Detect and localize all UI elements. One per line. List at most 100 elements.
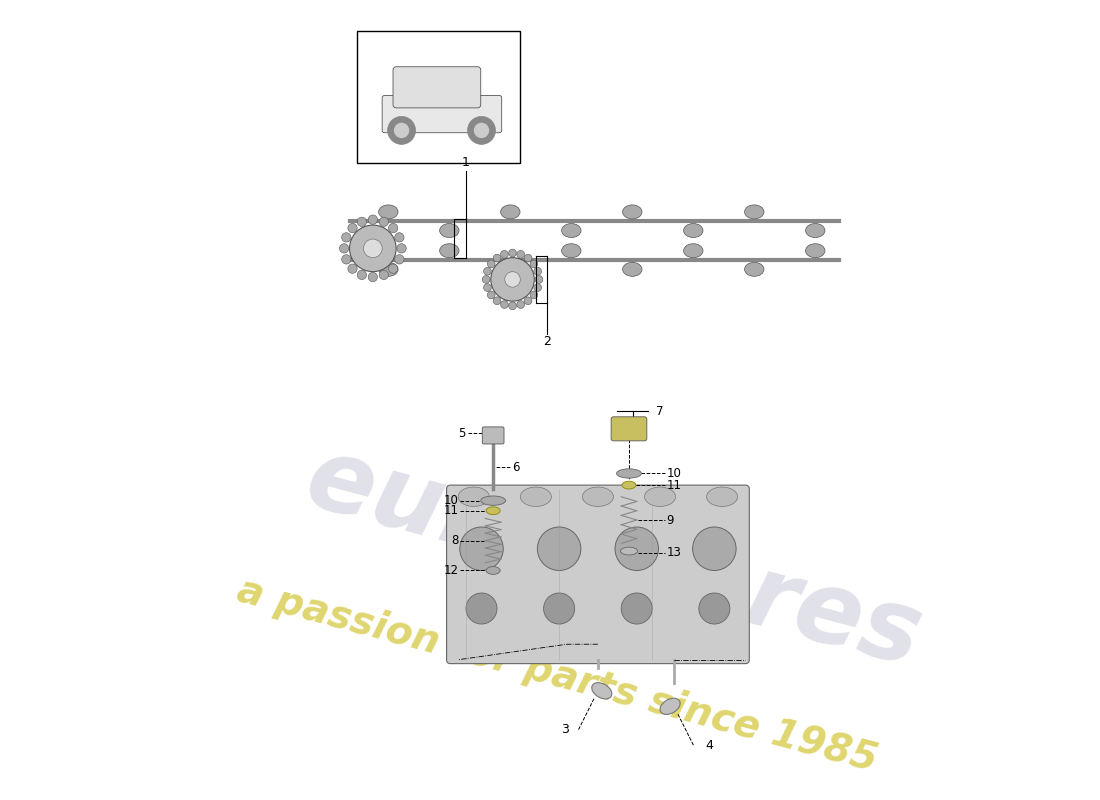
Circle shape bbox=[493, 297, 500, 305]
Circle shape bbox=[388, 223, 398, 233]
Ellipse shape bbox=[520, 487, 551, 506]
Circle shape bbox=[387, 117, 416, 144]
Ellipse shape bbox=[623, 205, 642, 219]
Circle shape bbox=[525, 254, 532, 262]
Circle shape bbox=[487, 291, 495, 299]
Circle shape bbox=[358, 270, 366, 279]
Circle shape bbox=[348, 264, 358, 274]
Circle shape bbox=[538, 527, 581, 570]
Text: 1: 1 bbox=[462, 157, 470, 170]
Text: eurospares: eurospares bbox=[295, 430, 932, 687]
FancyBboxPatch shape bbox=[382, 95, 502, 133]
Ellipse shape bbox=[623, 262, 642, 276]
Ellipse shape bbox=[500, 262, 520, 276]
Ellipse shape bbox=[617, 469, 641, 478]
Circle shape bbox=[530, 260, 538, 268]
Circle shape bbox=[395, 254, 404, 264]
Bar bbox=[358, 31, 520, 163]
Ellipse shape bbox=[805, 244, 825, 258]
Ellipse shape bbox=[805, 223, 825, 238]
Ellipse shape bbox=[620, 547, 638, 555]
Ellipse shape bbox=[592, 682, 612, 699]
Ellipse shape bbox=[621, 482, 636, 489]
Circle shape bbox=[535, 275, 542, 283]
FancyBboxPatch shape bbox=[482, 427, 504, 444]
Circle shape bbox=[543, 593, 574, 624]
Ellipse shape bbox=[378, 205, 398, 219]
Circle shape bbox=[517, 301, 525, 309]
Ellipse shape bbox=[486, 566, 500, 574]
Text: 9: 9 bbox=[667, 514, 673, 526]
Text: 11: 11 bbox=[667, 478, 681, 492]
Circle shape bbox=[525, 297, 532, 305]
Circle shape bbox=[363, 239, 382, 258]
Text: 6: 6 bbox=[513, 461, 520, 474]
Text: 8: 8 bbox=[451, 534, 459, 547]
Circle shape bbox=[342, 233, 351, 242]
Circle shape bbox=[534, 284, 541, 291]
Ellipse shape bbox=[683, 223, 703, 238]
Circle shape bbox=[500, 250, 508, 258]
Circle shape bbox=[466, 593, 497, 624]
Ellipse shape bbox=[683, 244, 703, 258]
Ellipse shape bbox=[500, 205, 520, 219]
Ellipse shape bbox=[562, 223, 581, 238]
Circle shape bbox=[517, 250, 525, 258]
Ellipse shape bbox=[645, 487, 675, 506]
Text: 7: 7 bbox=[656, 405, 663, 418]
FancyBboxPatch shape bbox=[612, 417, 647, 441]
Circle shape bbox=[397, 244, 406, 253]
Text: 10: 10 bbox=[667, 467, 681, 480]
Circle shape bbox=[379, 217, 388, 226]
Circle shape bbox=[460, 527, 503, 570]
Circle shape bbox=[340, 244, 349, 253]
Ellipse shape bbox=[582, 487, 614, 506]
Ellipse shape bbox=[481, 496, 506, 506]
Circle shape bbox=[368, 273, 377, 282]
Text: 5: 5 bbox=[459, 426, 466, 440]
Circle shape bbox=[388, 264, 398, 274]
Circle shape bbox=[508, 249, 516, 257]
Circle shape bbox=[500, 301, 508, 309]
Circle shape bbox=[379, 270, 388, 279]
Circle shape bbox=[395, 123, 408, 138]
Text: 13: 13 bbox=[667, 546, 681, 559]
Circle shape bbox=[350, 225, 396, 272]
Ellipse shape bbox=[378, 262, 398, 276]
Circle shape bbox=[508, 302, 516, 310]
Circle shape bbox=[395, 233, 404, 242]
Text: a passion for parts since 1985: a passion for parts since 1985 bbox=[233, 571, 881, 779]
Ellipse shape bbox=[562, 244, 581, 258]
Circle shape bbox=[358, 217, 366, 226]
Ellipse shape bbox=[745, 262, 764, 276]
Circle shape bbox=[474, 123, 488, 138]
Circle shape bbox=[348, 223, 358, 233]
Circle shape bbox=[468, 117, 495, 144]
FancyBboxPatch shape bbox=[447, 485, 749, 664]
Text: 2: 2 bbox=[543, 335, 551, 348]
Text: 4: 4 bbox=[705, 738, 713, 752]
Circle shape bbox=[698, 593, 730, 624]
Circle shape bbox=[484, 284, 492, 291]
Circle shape bbox=[493, 254, 500, 262]
Ellipse shape bbox=[706, 487, 738, 506]
Circle shape bbox=[530, 291, 538, 299]
Circle shape bbox=[484, 267, 492, 275]
Circle shape bbox=[482, 275, 490, 283]
Circle shape bbox=[693, 527, 736, 570]
Ellipse shape bbox=[486, 507, 500, 514]
Text: 3: 3 bbox=[561, 723, 570, 736]
Circle shape bbox=[487, 260, 495, 268]
Ellipse shape bbox=[440, 223, 459, 238]
Text: 12: 12 bbox=[443, 564, 459, 577]
Circle shape bbox=[534, 267, 541, 275]
Ellipse shape bbox=[459, 487, 490, 506]
Ellipse shape bbox=[440, 244, 459, 258]
Circle shape bbox=[615, 527, 659, 570]
Circle shape bbox=[505, 272, 520, 287]
Circle shape bbox=[368, 215, 377, 224]
Circle shape bbox=[621, 593, 652, 624]
Text: 11: 11 bbox=[443, 504, 459, 518]
Circle shape bbox=[491, 258, 535, 301]
Ellipse shape bbox=[745, 205, 764, 219]
